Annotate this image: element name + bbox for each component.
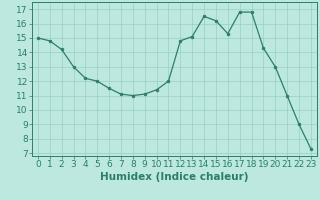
X-axis label: Humidex (Indice chaleur): Humidex (Indice chaleur)	[100, 172, 249, 182]
